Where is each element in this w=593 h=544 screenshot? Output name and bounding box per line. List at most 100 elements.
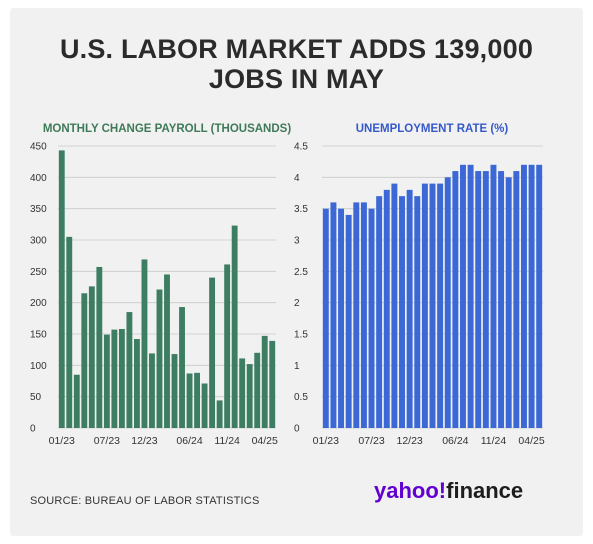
unemployment-y-tick-label: 3 <box>294 236 300 247</box>
payroll-bar <box>261 335 268 428</box>
unemployment-bar <box>482 171 489 428</box>
unemployment-y-tick-label: 3.5 <box>294 204 308 215</box>
unemployment-bar <box>338 208 345 428</box>
payroll-bar <box>118 328 125 428</box>
payroll-bar <box>209 277 216 428</box>
unemployment-bar <box>490 164 497 429</box>
unemployment-y-tick-label: 4 <box>294 173 300 184</box>
payroll-bar <box>179 307 185 428</box>
payroll-bar <box>186 373 193 428</box>
payroll-x-tick-label: 04/25 <box>252 435 278 447</box>
unemployment-bar <box>536 164 543 429</box>
unemployment-bar <box>444 177 451 428</box>
unemployment-y-tick-label: 2 <box>294 298 300 309</box>
unemployment-bar <box>368 208 375 428</box>
payroll-y-tick-label: 100 <box>30 361 47 372</box>
unemployment-bar <box>460 164 466 429</box>
payroll-bar <box>141 259 148 428</box>
payroll-x-tick-label: 11/24 <box>214 435 240 447</box>
unemployment-bar <box>437 183 444 428</box>
unemployment-bar <box>353 202 360 428</box>
unemployment-x-tick-label: 04/25 <box>518 435 544 447</box>
payroll-bar <box>164 274 170 428</box>
unemployment-bar <box>498 171 505 428</box>
payroll-y-tick-label: 450 <box>30 142 47 153</box>
payroll-bar <box>126 312 133 428</box>
payroll-bar <box>246 364 253 428</box>
title-line-2: JOBS IN MAY <box>208 64 385 94</box>
source-note: SOURCE: BUREAU OF LABOR STATISTICS <box>30 495 260 507</box>
payroll-bar <box>103 334 110 428</box>
payroll-y-tick-label: 400 <box>30 173 47 184</box>
payroll-bar <box>201 383 208 428</box>
payroll-bar <box>88 286 95 428</box>
title-line-1: U.S. LABOR MARKET ADDS 139,000 <box>59 34 534 64</box>
payroll-x-tick-label: 06/24 <box>176 435 202 447</box>
unemployment-y-tick-label: 0.5 <box>294 392 308 403</box>
payroll-bar <box>269 340 276 428</box>
unemployment-chart: UNEMPLOYMENT RATE (%) 0 0.5 1 1.5 2 2.5 3 3.5 4 4.… <box>294 123 545 447</box>
yahoo-finance-logo: yahoo!finance <box>374 478 523 504</box>
logo-mark: ! <box>438 478 447 503</box>
unemployment-x-tick-label: 12/23 <box>396 435 422 447</box>
logo-finance: finance <box>446 478 524 503</box>
payroll-bar <box>224 264 231 428</box>
payroll-x-tick-label: 12/23 <box>131 435 157 447</box>
unemployment-bar <box>475 171 482 428</box>
unemployment-x-tick-label: 01/23 <box>313 435 339 447</box>
payroll-y-tick-label: 300 <box>30 236 47 247</box>
logo-yahoo: yahoo <box>374 478 439 503</box>
payroll-bar <box>66 236 73 428</box>
payroll-y-tick-label: 0 <box>30 424 36 435</box>
payroll-bar <box>111 329 118 428</box>
payroll-y-tick-label: 50 <box>30 392 42 403</box>
unemployment-bar <box>421 183 428 428</box>
unemployment-bar <box>520 164 527 429</box>
payroll-bar <box>134 339 140 428</box>
payroll-y-tick-label: 150 <box>30 330 47 341</box>
unemployment-bar <box>452 171 459 428</box>
payroll-x-tick-label: 01/23 <box>49 435 75 447</box>
payroll-bar <box>73 374 80 428</box>
unemployment-bar <box>429 183 436 428</box>
unemployment-bar <box>376 196 383 428</box>
payroll-bar <box>149 353 155 428</box>
unemployment-x-tick-label: 11/24 <box>481 435 507 447</box>
unemployment-bar <box>360 202 367 428</box>
payroll-y-tick-label: 200 <box>30 298 47 309</box>
payroll-x-tick-label: 07/23 <box>94 435 120 447</box>
unemployment-y-tick-label: 2.5 <box>294 267 308 278</box>
payroll-y-tick-label: 350 <box>30 204 47 215</box>
unemployment-title: UNEMPLOYMENT RATE (%) <box>356 123 509 135</box>
unemployment-y-tick-label: 0 <box>294 424 300 435</box>
payroll-bar <box>239 358 246 428</box>
unemployment-bar <box>505 177 512 428</box>
payroll-bar <box>156 289 163 428</box>
unemployment-x-tick-label: 07/23 <box>358 435 384 447</box>
unemployment-y-tick-label: 1 <box>294 361 300 372</box>
payroll-bar <box>58 150 65 428</box>
payroll-chart: MONTHLY CHANGE PAYROLL (THOUSANDS) 0 50 100… <box>30 123 291 447</box>
unemployment-bar <box>322 208 329 428</box>
payroll-bar <box>231 225 238 428</box>
unemployment-bar <box>391 183 398 428</box>
unemployment-y-tick-label: 4.5 <box>294 142 308 153</box>
unemployment-bar <box>528 164 535 429</box>
unemployment-bar <box>399 196 405 428</box>
unemployment-bar <box>406 189 413 428</box>
unemployment-bar <box>513 171 520 428</box>
unemployment-bar <box>414 196 421 428</box>
payroll-y-tick-label: 250 <box>30 267 47 278</box>
payroll-bar <box>96 266 103 428</box>
unemployment-x-tick-label: 06/24 <box>442 435 468 447</box>
payroll-bar <box>216 400 223 428</box>
payroll-bar <box>254 352 261 428</box>
page-title: U.S. LABOR MARKET ADDS 139,000 JOBS IN M… <box>0 34 593 94</box>
payroll-bar <box>194 372 200 428</box>
payroll-bar <box>171 354 178 428</box>
unemployment-bar <box>383 189 390 428</box>
unemployment-bar <box>330 202 337 428</box>
unemployment-y-tick-label: 1.5 <box>294 330 308 341</box>
unemployment-bar <box>345 214 352 428</box>
